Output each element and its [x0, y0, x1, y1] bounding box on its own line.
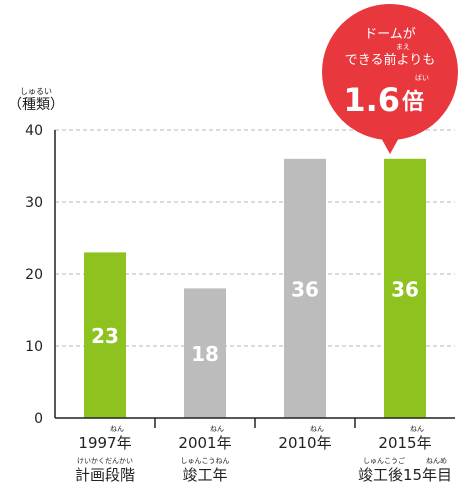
bar	[184, 288, 226, 418]
x-tick-label: 1997年	[78, 434, 131, 452]
labels: 01020304023ねん1997年けいかくだんかい計画段階18ねん2001年し…	[25, 123, 452, 484]
callout-pointer	[380, 136, 400, 154]
bar	[284, 158, 326, 419]
callout-ruby: まえ	[396, 43, 410, 51]
y-unit-label: （種類）	[8, 97, 64, 113]
x-sub-label: 竣工年	[182, 466, 227, 484]
x-sub-label: 計画段階	[75, 466, 135, 484]
callout-line1: ドームが	[364, 27, 416, 42]
x-tick-label: 2015年	[378, 434, 431, 452]
y-unit-ruby: しゅるい	[20, 87, 52, 96]
data-label: 36	[391, 277, 419, 301]
y-tick-label: 20	[25, 267, 43, 283]
x-tick-ruby: ねん	[310, 425, 324, 433]
x-tick-ruby: ねん	[410, 425, 424, 433]
bar	[84, 252, 126, 418]
callout-big-number: 1.6	[343, 81, 400, 119]
bar	[384, 158, 426, 419]
x-tick-label: 2010年	[278, 434, 331, 452]
callout-big-ruby: ばい	[415, 73, 429, 82]
y-tick-label: 10	[25, 339, 43, 355]
data-label: 23	[91, 324, 119, 348]
x-tick-ruby: ねん	[110, 425, 124, 433]
callout-bubble: ドームが まえ できる前よりも ばい 1.6 倍	[322, 4, 458, 154]
data-label: 36	[291, 277, 319, 301]
callout-line2: できる前よりも	[345, 52, 435, 68]
data-label: 18	[191, 342, 219, 366]
x-sub-ruby: しゅんこうご ねんめ	[363, 456, 447, 465]
callout-circle	[322, 4, 458, 140]
y-tick-label: 30	[25, 195, 43, 211]
x-sub-label: 竣工後15年目	[358, 466, 452, 484]
axes	[54, 130, 455, 428]
x-tick-label: 2001年	[178, 434, 231, 452]
y-tick-label: 0	[34, 411, 43, 427]
x-tick-ruby: ねん	[210, 425, 224, 433]
bars	[84, 158, 426, 419]
x-sub-ruby: けいかくだんかい	[77, 457, 133, 465]
callout-big-unit: 倍	[402, 89, 424, 115]
x-sub-ruby: しゅんこうねん	[181, 457, 230, 465]
y-tick-label: 40	[25, 123, 43, 139]
